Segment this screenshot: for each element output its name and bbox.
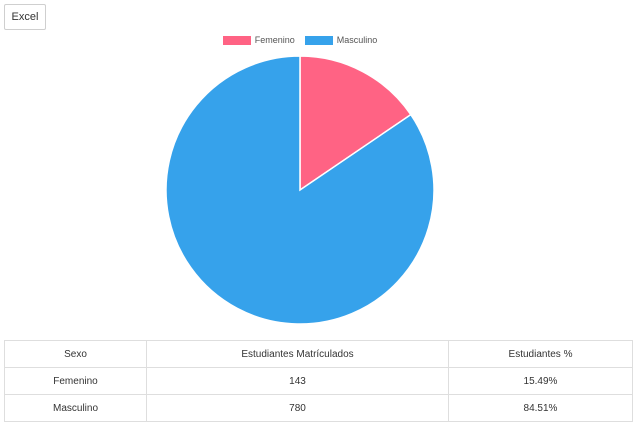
pie-slice-femenino[interactable] — [299, 55, 412, 192]
header-sexo: Sexo — [4, 340, 147, 368]
table-row: Masculino 780 84.51% — [4, 394, 633, 422]
cell-porcentaje: 84.51% — [448, 394, 633, 422]
legend-label-femenino: Femenino — [254, 35, 295, 45]
table-row: Femenino 143 15.49% — [4, 367, 633, 395]
pie-chart — [165, 55, 435, 325]
excel-export-button[interactable]: Excel — [4, 4, 46, 30]
cell-sexo: Masculino — [4, 394, 147, 422]
table-header-row: Sexo Estudiantes Matrículados Estudiante… — [4, 340, 633, 368]
header-estudiantes-porcentaje: Estudiantes % — [448, 340, 633, 368]
cell-matriculados: 780 — [146, 394, 449, 422]
legend-swatch-femenino — [222, 35, 251, 45]
legend-item-masculino[interactable]: Masculino — [304, 35, 378, 45]
pie-slice-masculino[interactable] — [165, 55, 435, 325]
legend-swatch-masculino — [304, 35, 333, 45]
cell-sexo: Femenino — [4, 367, 147, 395]
chart-legend: Femenino Masculino — [0, 35, 600, 45]
enrollment-table: Sexo Estudiantes Matrículados Estudiante… — [4, 340, 633, 422]
header-estudiantes-matriculados: Estudiantes Matrículados — [146, 340, 449, 368]
legend-label-masculino: Masculino — [336, 35, 378, 45]
cell-porcentaje: 15.49% — [448, 367, 633, 395]
legend-item-femenino[interactable]: Femenino — [222, 35, 295, 45]
cell-matriculados: 143 — [146, 367, 449, 395]
